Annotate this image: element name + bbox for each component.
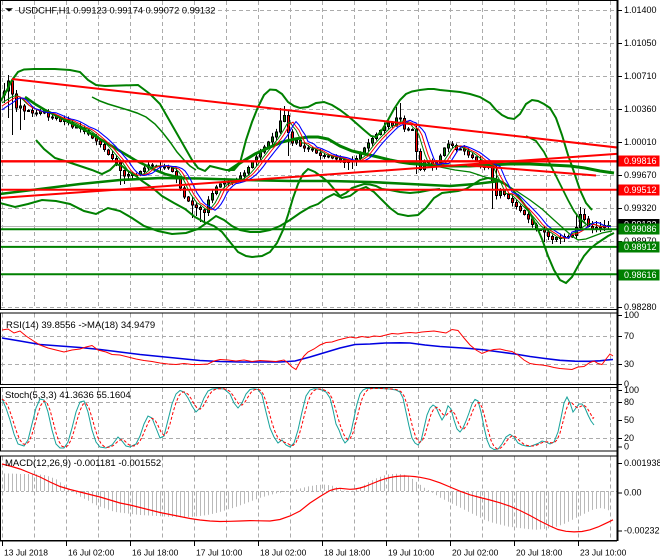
svg-text:0.99086: 0.99086: [624, 224, 657, 234]
svg-text:0: 0: [624, 379, 629, 389]
svg-text:23 Jul 10:00: 23 Jul 10:00: [580, 548, 627, 558]
svg-text:USDCHF,H1 0.99123 0.99174 0.99: USDCHF,H1 0.99123 0.99174 0.99072 0.9913…: [19, 6, 216, 16]
svg-text:50: 50: [624, 415, 634, 425]
svg-text:0.99320: 0.99320: [624, 203, 657, 213]
svg-text:80: 80: [624, 397, 634, 407]
svg-text:18 Jul 02:00: 18 Jul 02:00: [260, 548, 307, 558]
svg-text:0.98912: 0.98912: [624, 242, 657, 252]
svg-text:1.00360: 1.00360: [624, 104, 657, 114]
svg-text:16 Jul 18:00: 16 Jul 18:00: [132, 548, 179, 558]
svg-text:MACD(12,26,9) -0.001181 -0.001: MACD(12,26,9) -0.001181 -0.001552: [5, 458, 161, 469]
svg-text:1.00010: 1.00010: [624, 137, 657, 147]
svg-text:19 Jul 10:00: 19 Jul 10:00: [388, 548, 435, 558]
svg-text:20 Jul 02:00: 20 Jul 02:00: [452, 548, 499, 558]
svg-text:0.98970: 0.98970: [624, 236, 657, 246]
svg-text:1.01050: 1.01050: [624, 38, 657, 48]
svg-text:0.98280: 0.98280: [624, 302, 657, 312]
svg-text:0.99816: 0.99816: [624, 156, 657, 166]
svg-text:RSI(14) 39.8556 ->MA(18) 34.9: RSI(14) 39.8556 ->MA(18) 34.9479: [6, 320, 155, 331]
svg-text:30: 30: [624, 359, 634, 369]
svg-text:0.98616: 0.98616: [624, 270, 657, 280]
svg-text:100: 100: [624, 310, 639, 320]
svg-text:16 Jul 02:00: 16 Jul 02:00: [68, 548, 115, 558]
svg-text:0.001938: 0.001938: [624, 458, 660, 468]
svg-text:1.00710: 1.00710: [624, 71, 657, 81]
svg-text:0.00: 0.00: [624, 488, 642, 498]
svg-text:13 Jul 2018: 13 Jul 2018: [4, 548, 48, 558]
svg-text:Stoch(5,3,3) 41.3636 55.1604: Stoch(5,3,3) 41.3636 55.1604: [5, 390, 131, 401]
svg-text:0.99670: 0.99670: [624, 170, 657, 180]
svg-text:0: 0: [624, 442, 629, 452]
svg-text:0.99512: 0.99512: [624, 185, 657, 195]
svg-text:17 Jul 10:00: 17 Jul 10:00: [196, 548, 243, 558]
svg-text:100: 100: [624, 385, 639, 395]
svg-text:70: 70: [624, 331, 634, 341]
svg-text:20 Jul 18:00: 20 Jul 18:00: [516, 548, 563, 558]
svg-text:18 Jul 18:00: 18 Jul 18:00: [324, 548, 371, 558]
svg-text:20: 20: [624, 433, 634, 443]
svg-text:1.01400: 1.01400: [624, 5, 657, 15]
svg-text:-0.002322: -0.002322: [624, 526, 660, 536]
